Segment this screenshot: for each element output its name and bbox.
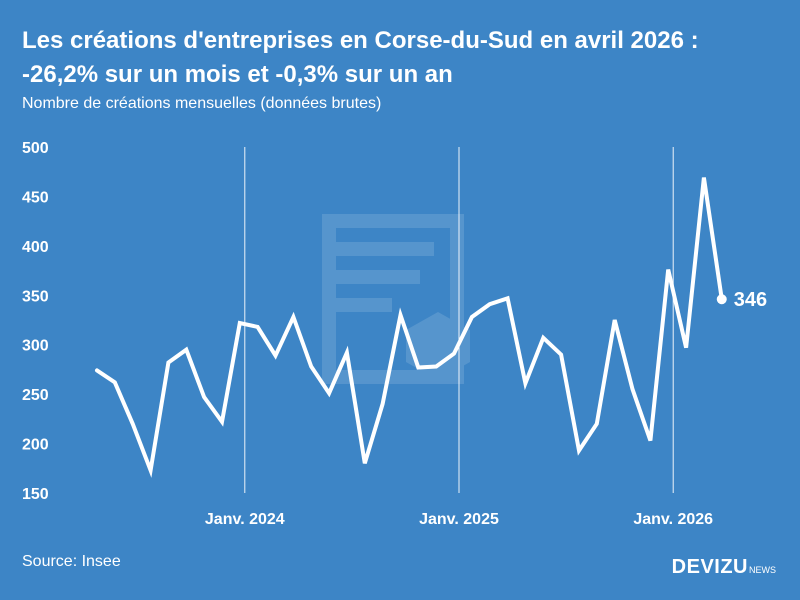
chart-title: Les créations d'entreprises en Corse-du-…: [22, 24, 782, 92]
watermark-document-icon: [322, 214, 470, 384]
year-marker-lines: [244, 147, 674, 493]
y-tick-label: 400: [22, 239, 49, 256]
chart-title-line-2: -26,2% sur un mois et -0,3% sur un an: [22, 61, 453, 88]
y-tick-label: 200: [22, 437, 49, 454]
chart-subtitle: Nombre de créations mensuelles (données …: [22, 95, 382, 112]
y-tick-label: 500: [22, 140, 49, 157]
y-tick-label: 300: [22, 338, 49, 355]
last-value-label: 346: [734, 289, 767, 311]
brand-name: DEVIZU: [671, 556, 748, 578]
y-tick-label: 350: [22, 288, 49, 305]
y-tick-label: 450: [22, 189, 49, 206]
brand-suffix: NEWS: [749, 565, 776, 575]
x-axis-tick-labels: Janv. 2024 Janv. 2025 Janv. 2026: [205, 511, 713, 528]
x-tick-label: Janv. 2024: [205, 511, 285, 528]
series-line-group: 346: [95, 177, 767, 478]
x-tick-label: Janv. 2025: [419, 511, 499, 528]
y-axis-tick-labels: 150 200 250 300 350 400 450 500: [22, 140, 49, 503]
series-line: [95, 177, 724, 478]
y-tick-label: 150: [22, 486, 49, 503]
last-value-point: [716, 294, 727, 305]
source-note: Source: Insee: [22, 553, 121, 570]
x-tick-label: Janv. 2026: [633, 511, 713, 528]
y-tick-label: 250: [22, 387, 49, 404]
brand-logo: DEVIZUNEWS: [672, 556, 776, 579]
chart-title-line-1: Les créations d'entreprises en Corse-du-…: [22, 27, 699, 54]
